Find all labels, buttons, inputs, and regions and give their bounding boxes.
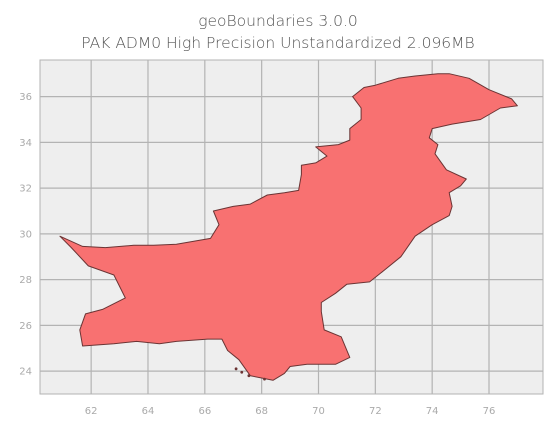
island-1 (240, 370, 244, 374)
x-tick-64: 64 (142, 406, 155, 417)
x-tick-72: 72 (369, 406, 382, 417)
y-tick-32: 32 (19, 184, 32, 195)
island-3 (234, 367, 238, 371)
y-tick-30: 30 (19, 229, 32, 240)
y-tick-24: 24 (19, 367, 32, 378)
x-tick-68: 68 (255, 406, 268, 417)
y-tick-36: 36 (19, 92, 32, 103)
y-tick-26: 26 (19, 321, 32, 332)
title-line-2: PAK ADM0 High Precision Unstandardized 2… (81, 34, 475, 52)
x-tick-62: 62 (85, 406, 98, 417)
y-tick-labels: 24 26 28 30 32 34 36 (19, 92, 32, 378)
y-tick-34: 34 (19, 138, 32, 149)
island-4 (263, 377, 266, 381)
x-tick-70: 70 (312, 406, 325, 417)
title-line-1: geoBoundaries 3.0.0 (198, 12, 358, 30)
island-2 (247, 374, 251, 378)
country-outline (59, 73, 518, 381)
x-tick-labels: 62 64 66 68 70 72 74 76 (85, 406, 496, 417)
chart-title: geoBoundaries 3.0.0 PAK ADM0 High Precis… (0, 10, 556, 54)
coastal-islands (234, 367, 266, 381)
y-tick-28: 28 (19, 275, 32, 286)
x-tick-74: 74 (426, 406, 439, 417)
x-tick-66: 66 (198, 406, 211, 417)
plot-border (39, 59, 544, 395)
x-tick-76: 76 (483, 406, 496, 417)
